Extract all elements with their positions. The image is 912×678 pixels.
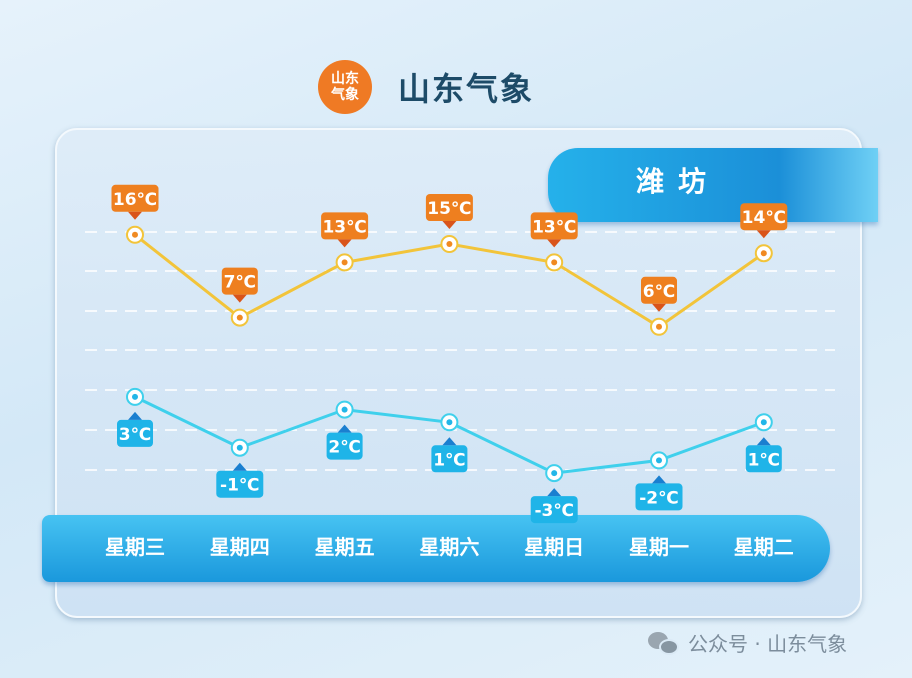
- data-point-dot: [760, 250, 767, 257]
- data-point-dot: [132, 393, 138, 400]
- temp-label-text: 7℃: [224, 273, 256, 293]
- city-tab: [548, 148, 878, 222]
- low-temp-label: 2℃: [326, 424, 363, 460]
- day-label: 星期日: [524, 535, 585, 559]
- temp-label-text: 13℃: [322, 217, 366, 237]
- day-label: 星期五: [314, 535, 375, 559]
- data-point-dot: [132, 231, 138, 238]
- day-label: 星期三: [105, 535, 165, 559]
- data-point-dot: [656, 457, 662, 464]
- data-point-dot: [236, 444, 243, 451]
- day-label: 星期一: [629, 535, 689, 559]
- day-label: 星期四: [209, 535, 270, 559]
- data-point-dot: [760, 419, 767, 426]
- low-temp-label: 1℃: [431, 437, 468, 473]
- high-temp-label: 6℃: [641, 276, 677, 312]
- temp-label-text: 1℃: [748, 450, 780, 470]
- temp-label-text: 3℃: [119, 425, 151, 445]
- low-temp-label: 3℃: [117, 411, 153, 447]
- data-point-dot: [236, 314, 243, 321]
- data-point-dot: [551, 470, 558, 477]
- high-temp-label: 14℃: [740, 203, 788, 239]
- logo: 山东 气象: [318, 60, 372, 114]
- temp-label-text: 1℃: [433, 450, 465, 470]
- low-temp-label: -1℃: [216, 462, 264, 498]
- brand-title: 山东气象: [398, 70, 535, 108]
- low-temp-label: 1℃: [745, 437, 782, 473]
- temp-label-text: -3℃: [534, 501, 573, 521]
- data-point-dot: [341, 406, 348, 413]
- header: 山东 气象 山东气象: [318, 60, 534, 114]
- data-point-dot: [446, 419, 453, 426]
- day-label: 星期六: [419, 535, 480, 559]
- high-temp-label: 15℃: [425, 194, 473, 229]
- data-point-dot: [341, 259, 348, 266]
- city-name: 潍坊: [635, 165, 720, 198]
- temp-label-text: 6℃: [643, 282, 675, 302]
- low-temp-label: -3℃: [530, 488, 578, 524]
- data-point-dot: [551, 259, 558, 266]
- high-temp-label: 7℃: [221, 267, 258, 303]
- temp-label-text: -1℃: [220, 476, 259, 496]
- temp-label-text: -2℃: [639, 488, 678, 508]
- temp-label-text: 13℃: [532, 217, 576, 237]
- low-temp-label: -2℃: [635, 475, 683, 511]
- footer-text: 公众号 · 山东气象: [688, 632, 848, 656]
- data-point-dot: [656, 323, 662, 330]
- data-point-dot: [446, 241, 453, 247]
- high-temp-label: 16℃: [111, 184, 159, 220]
- day-label: 星期二: [733, 535, 794, 559]
- high-temp-label: 13℃: [321, 212, 369, 248]
- temp-label-text: 14℃: [742, 208, 786, 228]
- temp-label-text: 16℃: [113, 190, 157, 210]
- temp-label-text: 2℃: [328, 438, 360, 458]
- wechat-icon: [648, 630, 680, 656]
- temp-label-text: 15℃: [427, 199, 471, 219]
- footer: 公众号 · 山东气象: [648, 628, 847, 657]
- day-bar: [42, 515, 830, 582]
- high-temp-label: 13℃: [530, 212, 578, 248]
